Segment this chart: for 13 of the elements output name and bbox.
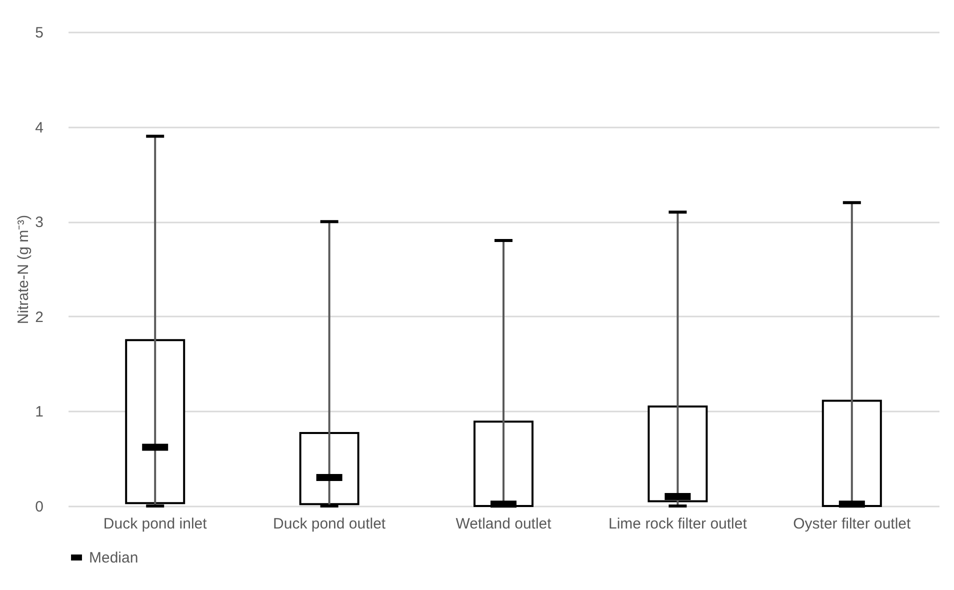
legend-label: Median [89, 550, 138, 566]
y-tick-label: 4 [35, 119, 44, 136]
x-tick-label: Oyster filter outlet [793, 516, 912, 532]
y-tick-label: 0 [35, 498, 44, 516]
x-tick-label: Wetland outlet [456, 516, 552, 532]
x-tick-label: Lime rock filter outlet [608, 516, 748, 532]
x-tick-label: Duck pond inlet [103, 516, 208, 532]
y-tick-label: 5 [35, 24, 44, 42]
y-axis-title: Nitrate-N (g m⁻³) [15, 214, 32, 324]
x-tick-label: Duck pond outlet [273, 516, 386, 532]
y-tick-label: 1 [35, 404, 44, 421]
y-tick-label: 3 [35, 214, 44, 232]
y-tick-label: 2 [35, 308, 44, 326]
